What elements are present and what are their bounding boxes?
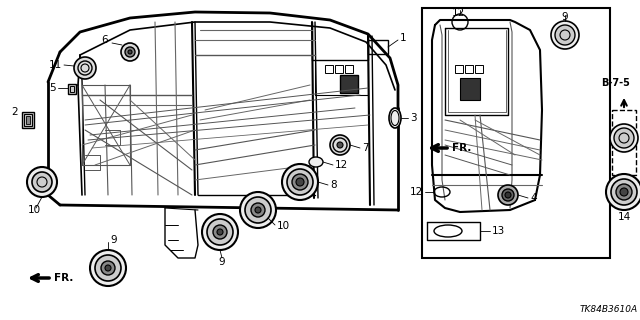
Bar xyxy=(335,65,343,73)
Text: 14: 14 xyxy=(618,212,630,222)
Text: FR.: FR. xyxy=(54,273,74,283)
Ellipse shape xyxy=(309,157,323,167)
Circle shape xyxy=(330,135,350,155)
Bar xyxy=(475,65,483,73)
Circle shape xyxy=(616,184,632,200)
Circle shape xyxy=(337,142,343,148)
Circle shape xyxy=(620,188,628,196)
Text: 12: 12 xyxy=(335,160,348,170)
Bar xyxy=(455,65,463,73)
Circle shape xyxy=(606,174,640,210)
Ellipse shape xyxy=(389,108,401,128)
Bar xyxy=(68,84,76,94)
Circle shape xyxy=(202,214,238,250)
Circle shape xyxy=(207,219,233,245)
Circle shape xyxy=(282,164,318,200)
Circle shape xyxy=(611,179,637,205)
Bar xyxy=(465,65,473,73)
Circle shape xyxy=(217,229,223,235)
Bar xyxy=(26,116,30,124)
Circle shape xyxy=(296,178,304,186)
Circle shape xyxy=(213,225,227,239)
Bar xyxy=(612,110,636,175)
Bar xyxy=(460,78,480,100)
Text: 11: 11 xyxy=(49,60,62,70)
Bar xyxy=(325,65,333,73)
Circle shape xyxy=(101,261,115,275)
Circle shape xyxy=(610,124,638,152)
Text: 3: 3 xyxy=(410,113,417,123)
Circle shape xyxy=(245,197,271,223)
Text: 4: 4 xyxy=(530,193,536,203)
Text: 12: 12 xyxy=(410,187,423,197)
Circle shape xyxy=(505,192,511,198)
Circle shape xyxy=(551,21,579,49)
Circle shape xyxy=(502,189,514,201)
Circle shape xyxy=(121,43,139,61)
Circle shape xyxy=(105,265,111,271)
Text: 1: 1 xyxy=(400,33,406,43)
Circle shape xyxy=(292,174,308,190)
Text: 6: 6 xyxy=(101,35,108,45)
Bar xyxy=(70,86,74,92)
Bar xyxy=(340,75,358,93)
Circle shape xyxy=(27,167,57,197)
Circle shape xyxy=(240,192,276,228)
Bar xyxy=(22,112,34,128)
Text: 10: 10 xyxy=(28,205,40,215)
Text: 5: 5 xyxy=(49,83,56,93)
Circle shape xyxy=(128,50,132,54)
Bar xyxy=(24,114,32,126)
Circle shape xyxy=(498,185,518,205)
Text: 10: 10 xyxy=(277,221,290,231)
Text: 9: 9 xyxy=(110,235,116,245)
Text: 9: 9 xyxy=(562,12,568,22)
Text: 2: 2 xyxy=(12,107,18,117)
Bar xyxy=(368,40,388,54)
Text: 7: 7 xyxy=(362,143,369,153)
Text: 12: 12 xyxy=(451,8,465,18)
Circle shape xyxy=(555,25,575,45)
Circle shape xyxy=(251,203,265,217)
Text: B-7-5: B-7-5 xyxy=(602,78,630,88)
Circle shape xyxy=(255,207,261,213)
Circle shape xyxy=(90,250,126,286)
Circle shape xyxy=(614,128,634,148)
Text: TK84B3610A: TK84B3610A xyxy=(580,305,638,314)
Text: 9: 9 xyxy=(219,257,225,267)
Circle shape xyxy=(125,47,135,57)
Text: FR.: FR. xyxy=(452,143,472,153)
Bar xyxy=(422,8,610,258)
Circle shape xyxy=(287,169,313,195)
Text: 8: 8 xyxy=(330,180,337,190)
Circle shape xyxy=(95,255,121,281)
Circle shape xyxy=(74,57,96,79)
Bar xyxy=(345,65,353,73)
Circle shape xyxy=(32,172,52,192)
Text: 13: 13 xyxy=(492,226,505,236)
